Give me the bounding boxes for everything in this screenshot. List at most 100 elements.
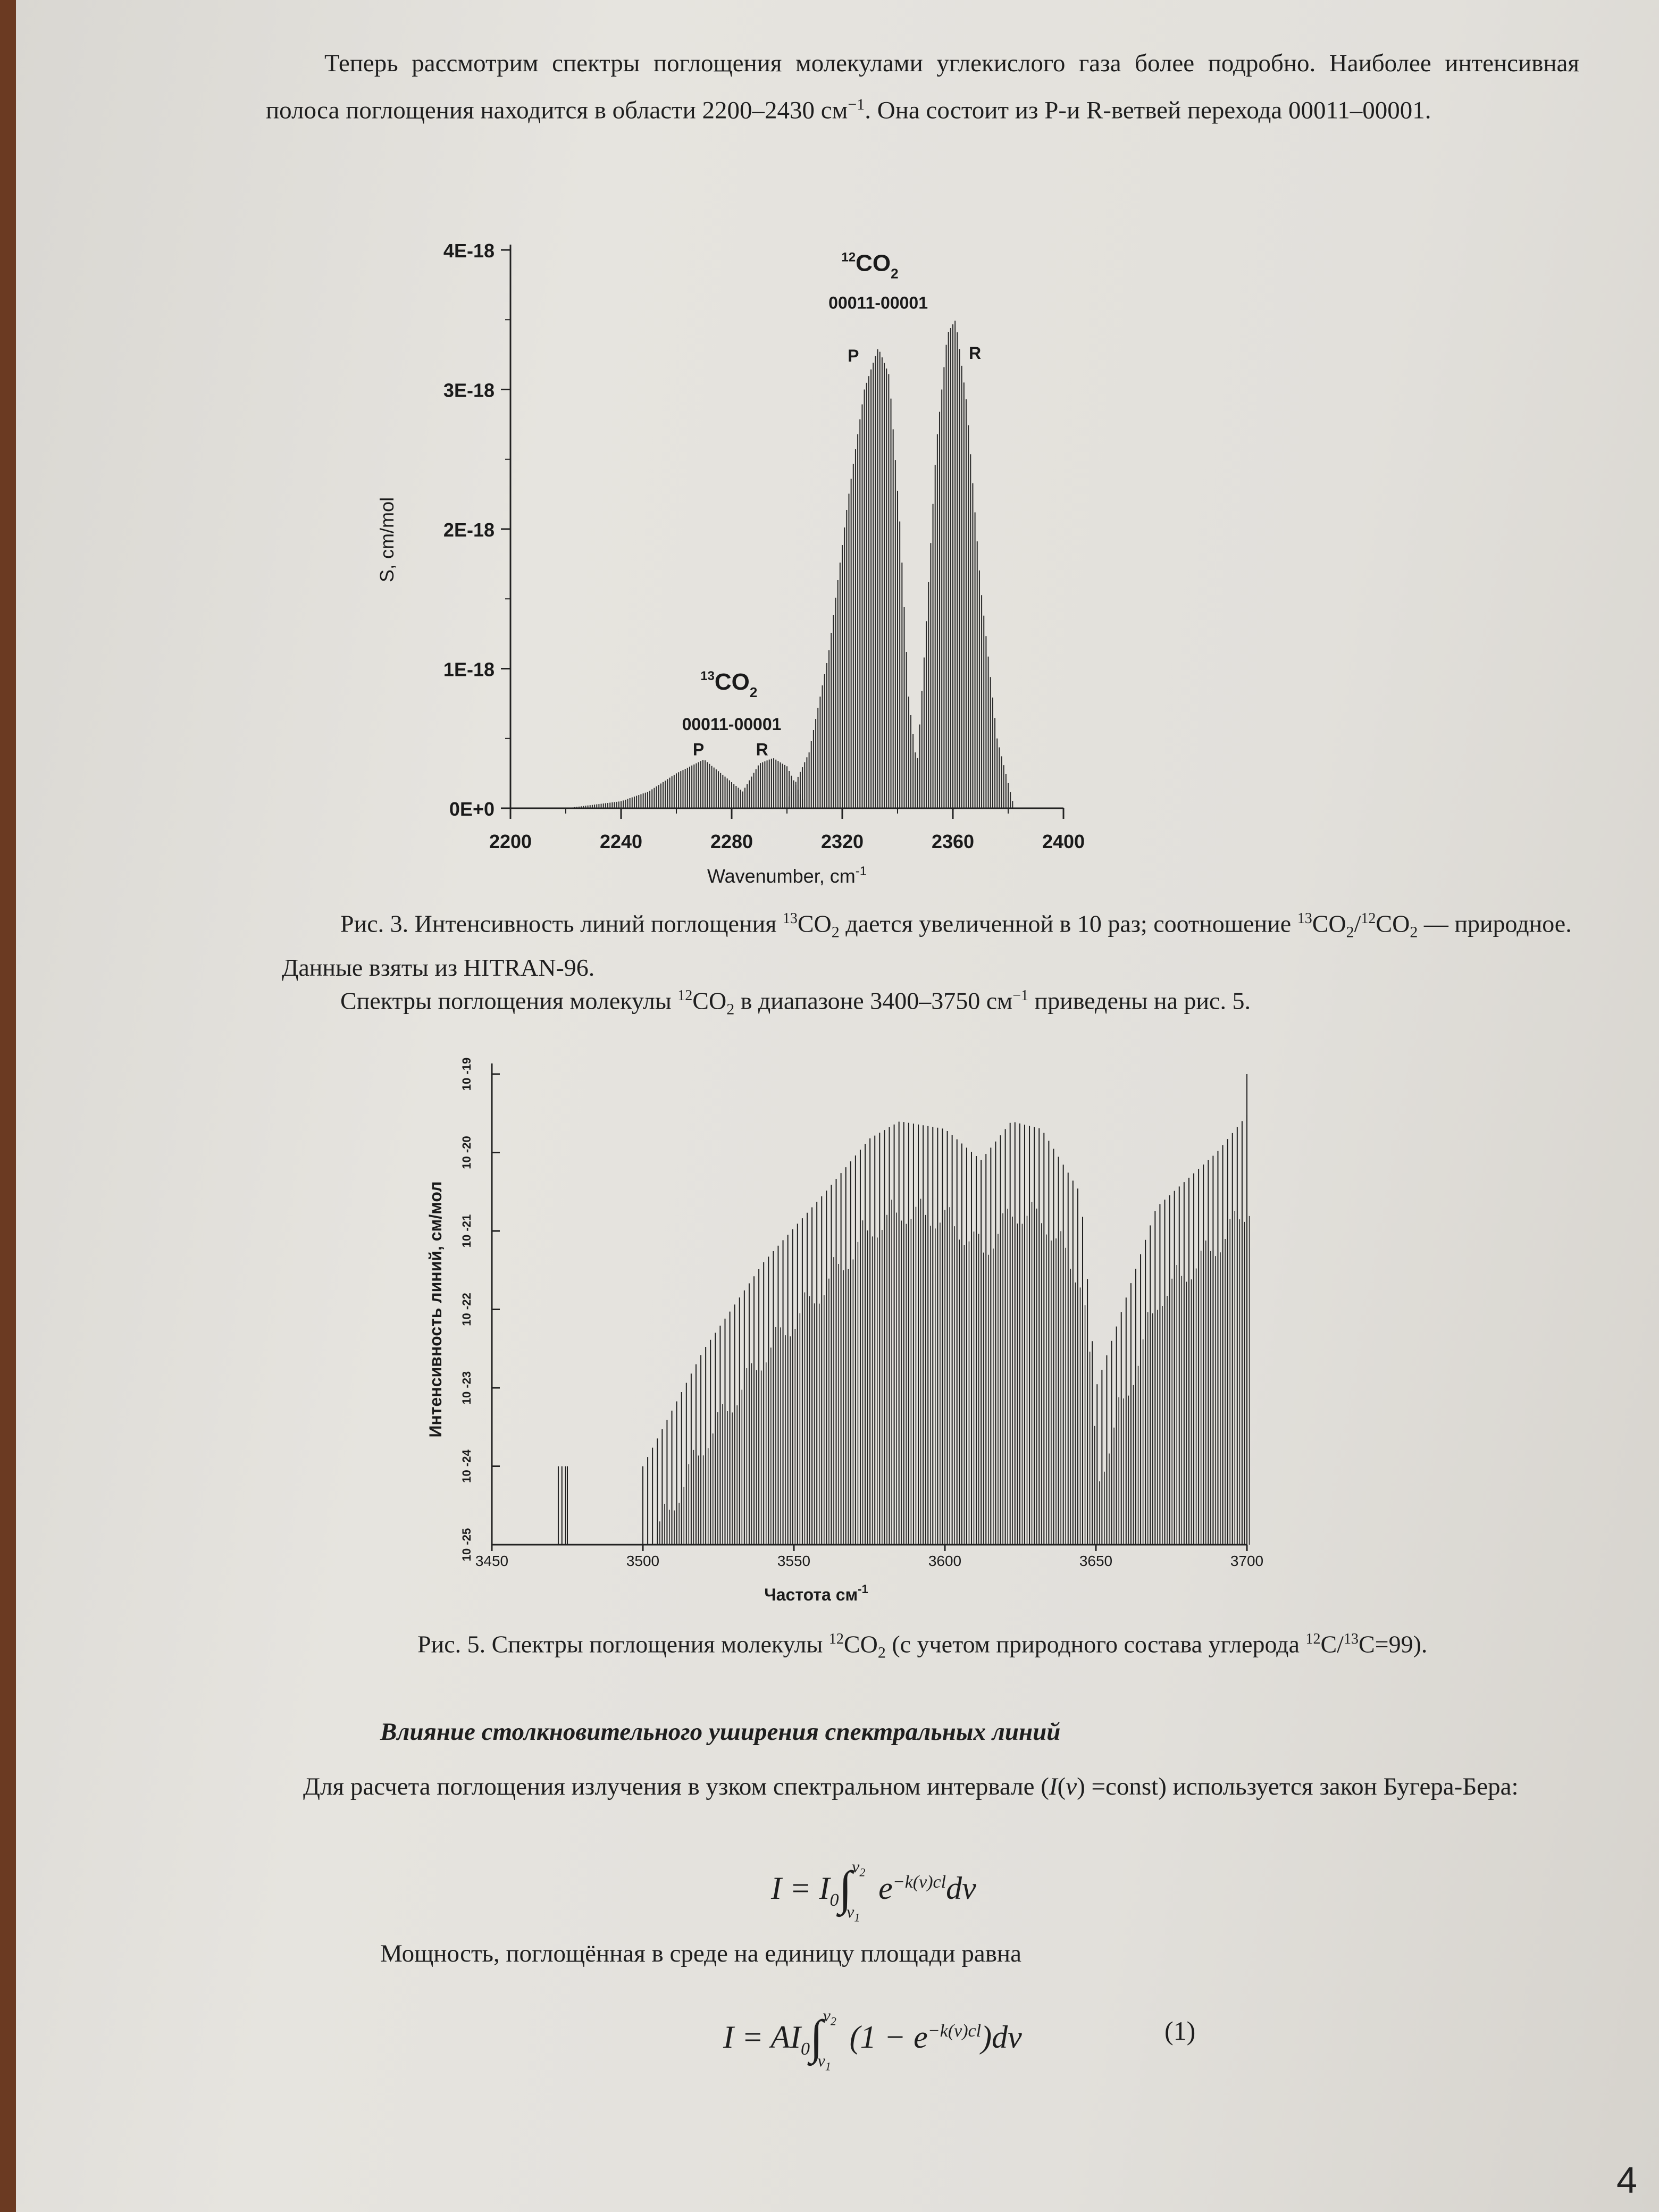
caption5-text: CO xyxy=(843,1630,878,1658)
caption-text: — природное. Данные взяты из HITRAN-96. xyxy=(282,910,1572,981)
integral-limits: ν2 ν1 xyxy=(818,2006,850,2073)
intro5-text: Спектры поглощения молекулы xyxy=(340,987,678,1015)
lower-limit: ν xyxy=(817,2051,825,2071)
formula2-text: I = AI xyxy=(723,2020,801,2055)
x-tick-label: 3600 xyxy=(928,1553,961,1569)
integral-sign: ∫ xyxy=(810,2011,823,2064)
caption-text: / xyxy=(1354,910,1361,937)
formula-text: I = I xyxy=(771,1871,830,1906)
x-tick-label: 3500 xyxy=(626,1553,659,1569)
beer-italic: ν xyxy=(1066,1773,1077,1800)
beer-text: Для расчета поглощения излучения в узком… xyxy=(303,1773,1049,1800)
y-tick-label: 3E-18 xyxy=(443,380,495,401)
page-mark: 4 xyxy=(1616,2159,1637,2201)
formula-sub: 0 xyxy=(830,1890,839,1910)
caption-text: CO xyxy=(1312,910,1346,937)
upper-limit: ν xyxy=(852,1857,860,1876)
caption-sub: 2 xyxy=(1346,923,1354,941)
y-tick-label: 10 -19 xyxy=(460,1058,473,1091)
caption-text: CO xyxy=(1376,910,1410,937)
beer-text: ) =const) используется закон Бугера-Бера… xyxy=(1077,1773,1519,1800)
caption5-sup: 12 xyxy=(828,1631,844,1647)
chart-annotation: R xyxy=(756,740,768,759)
y-tick-label: 10 -20 xyxy=(460,1136,473,1169)
beer-law-paragraph: Для расчета поглощения излучения в узком… xyxy=(245,1768,1593,1805)
x-tick-label: 2360 xyxy=(932,831,974,852)
y-tick-label: 10 -21 xyxy=(460,1214,473,1247)
x-tick-label: 2400 xyxy=(1042,831,1085,852)
upper-limit: ν xyxy=(823,2006,831,2025)
intro-sup: −1 xyxy=(848,96,865,113)
caption5-text: C/ xyxy=(1320,1630,1344,1658)
x-tick-label: 2240 xyxy=(600,831,642,852)
formula-exp-base: e xyxy=(878,1871,893,1906)
x-axis-label: Wavenumber, cm-1 xyxy=(707,864,867,887)
y-tick-label: 1E-18 xyxy=(443,659,495,681)
beer-text: ( xyxy=(1057,1773,1066,1800)
intro5-text: приведены на рис. 5. xyxy=(1028,987,1251,1015)
y-axis-label: Интенсивность линий, см/мол xyxy=(426,1182,445,1438)
lower-limit: ν xyxy=(847,1902,854,1922)
intro5-sup: −1 xyxy=(1012,987,1029,1004)
caption-sup: 13 xyxy=(1297,910,1312,927)
caption-text: дается увеличенной в 10 раз; соотношение xyxy=(839,910,1297,937)
x-axis-label: Частота см-1 xyxy=(764,1582,868,1604)
caption-text: CO xyxy=(797,910,832,937)
y-tick-label: 10 -23 xyxy=(460,1371,473,1404)
y-axis-label: S, cm/mol xyxy=(376,497,398,582)
intro-text: Теперь рассмотрим спектры поглощения мол… xyxy=(266,49,1579,124)
lower-limit-sub: 1 xyxy=(854,1911,860,1924)
chart-annotation: 00011-00001 xyxy=(828,293,928,312)
formula-exponent: −k(ν)cl xyxy=(892,1872,946,1892)
formula2-body: (1 − e xyxy=(849,2020,928,2055)
figure-5-intro: Спектры поглощения молекулы 12CO2 в диап… xyxy=(340,978,1563,1027)
intro5-text: CO xyxy=(692,987,727,1015)
y-tick-label: 0E+0 xyxy=(449,798,495,820)
x-tick-label: 2200 xyxy=(489,831,532,852)
chart-annotation: 00011-00001 xyxy=(682,715,782,734)
figure-3-caption: Рис. 3. Интенсивность линий поглощения 1… xyxy=(282,901,1574,985)
x-tick-label: 3450 xyxy=(475,1553,508,1569)
intro5-sub: 2 xyxy=(726,1000,735,1018)
document-page: Теперь рассмотрим спектры поглощения мол… xyxy=(16,0,1659,2212)
caption5-sup: 12 xyxy=(1305,1631,1321,1647)
chart-annotation: R xyxy=(969,343,981,363)
absorbed-power-formula: I = AI0∫ ν2 ν1 (1 − e−k(ν)cl)dν xyxy=(723,2005,1022,2073)
x-tick-label: 2280 xyxy=(710,831,753,852)
intro-text-end: . Она состоит из P-и R-ветвей перехода 0… xyxy=(865,96,1431,124)
caption5-sup: 13 xyxy=(1343,1631,1359,1647)
intro-paragraph: Теперь рассмотрим спектры поглощения мол… xyxy=(266,43,1579,131)
x-tick-label: 3550 xyxy=(777,1553,810,1569)
caption5-sub: 2 xyxy=(877,1644,886,1662)
caption-text: Рис. 3. Интенсивность линий поглощения xyxy=(340,910,783,937)
upper-limit-sub: 2 xyxy=(859,1865,866,1879)
intro5-sup: 12 xyxy=(677,987,693,1004)
upper-limit-sub: 2 xyxy=(830,2014,836,2028)
caption-sup: 13 xyxy=(782,910,798,927)
chart-annotation: 13CO2 xyxy=(700,669,757,700)
chart-annotation: 12CO2 xyxy=(841,250,898,281)
chart-annotation: P xyxy=(848,346,859,365)
integral-sign: ∫ xyxy=(839,1862,852,1915)
equation-number: (1) xyxy=(1164,2016,1196,2046)
caption-sup: 12 xyxy=(1361,910,1376,927)
beer-italic: I xyxy=(1049,1773,1058,1800)
caption5-text: (с учетом природного состава углерода xyxy=(885,1630,1306,1658)
section-heading: Влияние столкновительного уширения спект… xyxy=(380,1718,1061,1746)
spectral-lines xyxy=(569,321,1013,808)
power-paragraph: Мощность, поглощённая в среде на единицу… xyxy=(380,1940,1021,1967)
beer-law-formula: I = I0∫ ν2 ν1 e−k(ν)cldν xyxy=(771,1856,976,1924)
formula-differential: dν xyxy=(946,1871,976,1906)
x-tick-label: 3650 xyxy=(1079,1553,1112,1569)
y-tick-label: 2E-18 xyxy=(443,519,495,541)
figure-3-chart: 0E+0 1E-18 2E-18 3E-18 4E-18 2200 2240 2280 2320… xyxy=(376,240,1085,887)
x-tick-label: 2320 xyxy=(821,831,864,852)
figure-5-caption: Рис. 5. Спектры поглощения молекулы 12CO… xyxy=(417,1622,1614,1671)
spectral-lines xyxy=(557,1115,1250,1545)
formula2-differential: )dν xyxy=(981,2020,1022,2055)
integral-limits: ν2 ν1 xyxy=(847,1857,878,1924)
caption-sub: 2 xyxy=(831,923,840,941)
caption-sub: 2 xyxy=(1410,923,1418,941)
chart-annotation: P xyxy=(693,740,704,759)
x-tick-label: 3700 xyxy=(1230,1553,1263,1569)
